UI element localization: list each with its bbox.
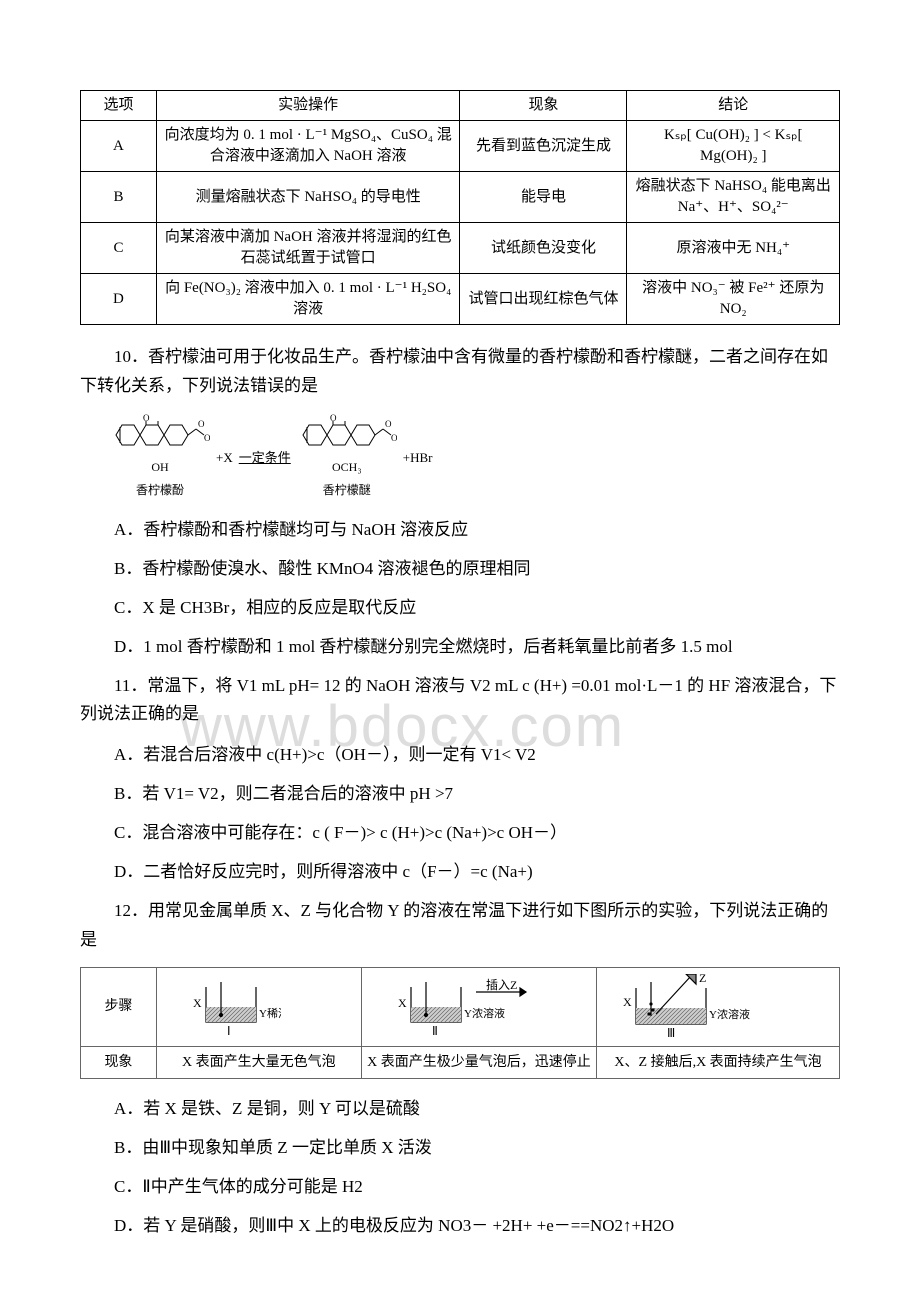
svg-text:插入Z: 插入Z (486, 978, 517, 992)
phen-3: X、Z 接触后,X 表面持续产生气泡 (597, 1046, 840, 1079)
cell-concl: 溶液中 NO₃⁻ 被 Fe²⁺ 还原为 NO₂ (627, 274, 840, 325)
substituent-left: OH (151, 457, 168, 479)
cell-op: 向浓度均为 0. 1 mol · L⁻¹ MgSO₄、CuSO₄ 混合溶液中逐滴… (156, 121, 460, 172)
svg-text:X: X (193, 996, 202, 1010)
phen-2: X 表面产生极少量气泡后，迅速停止 (361, 1046, 596, 1079)
table-header-row: 选项 实验操作 现象 结论 (81, 91, 840, 121)
content-wrapper: 选项 实验操作 现象 结论 A 向浓度均为 0. 1 mol · L⁻¹ MgS… (80, 90, 840, 1241)
col-operation: 实验操作 (156, 91, 460, 121)
experiment-table: 选项 实验操作 现象 结论 A 向浓度均为 0. 1 mol · L⁻¹ MgS… (80, 90, 840, 325)
q11-opt-b: B．若 V1= V2，则二者混合后的溶液中 pH >7 (80, 780, 840, 809)
svg-text:Ⅱ: Ⅱ (432, 1024, 438, 1037)
table-row: B 测量熔融状态下 NaHSO₄ 的导电性 能导电 熔融状态下 NaHSO₄ 能… (81, 172, 840, 223)
step-row: 步骤 X Y稀溶液 Ⅰ (81, 967, 840, 1046)
reaction-arrow: 一定条件 (239, 446, 291, 469)
svg-text:Y稀溶液: Y稀溶液 (259, 1006, 281, 1020)
q12-stem: 12．用常见金属单质 X、Z 与化合物 Y 的溶液在常温下进行如下图所示的实验，… (80, 897, 840, 955)
svg-text:X: X (623, 995, 632, 1009)
svg-text:Z: Z (699, 974, 706, 985)
q10-opt-b: B．香柠檬酚使溴水、酸性 KMnO4 溶液褪色的原理相同 (80, 555, 840, 584)
q11-opt-a: A．若混合后溶液中 c(H+)>c（OH－），则一定有 V1< V2 (80, 741, 840, 770)
step-2-cell: X Y浓溶液 插入Z Ⅱ (361, 967, 596, 1046)
cell-phen: 试纸颜色没变化 (460, 223, 627, 274)
table-row: A 向浓度均为 0. 1 mol · L⁻¹ MgSO₄、CuSO₄ 混合溶液中… (81, 121, 840, 172)
col-phenomenon: 现象 (460, 91, 627, 121)
svg-text:O: O (330, 413, 337, 423)
cell-op: 向某溶液中滴加 NaOH 溶液并将湿润的红色石蕊试纸置于试管口 (156, 223, 460, 274)
substituent-right: OCH₃ (332, 457, 362, 479)
phenomenon-row: 现象 X 表面产生大量无色气泡 X 表面产生极少量气泡后，迅速停止 X、Z 接触… (81, 1046, 840, 1079)
svg-text:O: O (204, 433, 210, 443)
q12-opt-a: A．若 X 是铁、Z 是铜，则 Y 可以是硫酸 (80, 1095, 840, 1124)
q10-opt-c: C．X 是 CH3Br，相应的反应是取代反应 (80, 594, 840, 623)
molecule-left: O O O OH 香柠檬酚 (110, 413, 210, 502)
molecule-name-left: 香柠檬酚 (136, 480, 184, 502)
q12-opt-b: B．由Ⅲ中现象知单质 Z 一定比单质 X 活泼 (80, 1134, 840, 1163)
q11-opt-c: C．混合溶液中可能存在：c ( F－)> c (H+)>c (Na+)>c OH… (80, 819, 840, 848)
svg-text:O: O (391, 433, 397, 443)
cell-opt: D (81, 274, 157, 325)
cell-phen: 能导电 (460, 172, 627, 223)
col-conclusion: 结论 (627, 91, 840, 121)
molecule-right: O O O OCH₃ 香柠檬醚 (297, 413, 397, 502)
svg-text:O: O (385, 419, 392, 429)
cell-opt: C (81, 223, 157, 274)
cell-op: 测量熔融状态下 NaHSO₄ 的导电性 (156, 172, 460, 223)
q10-opt-d: D．1 mol 香柠檬酚和 1 mol 香柠檬醚分别完全燃烧时，后者耗氧量比前者… (80, 633, 840, 662)
arrow-condition: 一定条件 (239, 446, 291, 469)
step-1-cell: X Y稀溶液 Ⅰ (156, 967, 361, 1046)
cell-concl: Kₛₚ[ Cu(OH)₂ ] < Kₛₚ[ Mg(OH)₂ ] (627, 121, 840, 172)
svg-text:Ⅰ: Ⅰ (227, 1024, 231, 1037)
molecule-name-right: 香柠檬醚 (323, 480, 371, 502)
col-option: 选项 (81, 91, 157, 121)
svg-text:X: X (398, 996, 407, 1010)
q10-opt-a: A．香柠檬酚和香柠檬醚均可与 NaOH 溶液反应 (80, 516, 840, 545)
row-label-step: 步骤 (81, 967, 157, 1046)
svg-text:Y浓溶液: Y浓溶液 (464, 1006, 505, 1020)
svg-text:O: O (198, 419, 205, 429)
cell-op: 向 Fe(NO₃)₂ 溶液中加入 0. 1 mol · L⁻¹ H₂SO₄ 溶液 (156, 274, 460, 325)
table-row: C 向某溶液中滴加 NaOH 溶液并将湿润的红色石蕊试纸置于试管口 试纸颜色没变… (81, 223, 840, 274)
q10-reaction-diagram: O O O OH 香柠檬酚 +X 一定条件 O O (110, 413, 840, 502)
table-row: D 向 Fe(NO₃)₂ 溶液中加入 0. 1 mol · L⁻¹ H₂SO₄ … (81, 274, 840, 325)
q11-opt-d: D．二者恰好反应完时，则所得溶液中 c（F－）=c (Na+) (80, 858, 840, 887)
q12-opt-d: D．若 Y 是硝酸，则Ⅲ中 X 上的电极反应为 NO3－ +2H+ +e－==N… (80, 1212, 840, 1241)
svg-text:Y浓溶液: Y浓溶液 (709, 1007, 750, 1021)
cell-concl: 熔融状态下 NaHSO₄ 能电离出 Na⁺、H⁺、SO₄²⁻ (627, 172, 840, 223)
step-3-cell: X Z Y浓溶液 Ⅲ (597, 967, 840, 1046)
q12-opt-c: C．Ⅱ中产生气体的成分可能是 H2 (80, 1173, 840, 1202)
q11-stem: 11．常温下，将 V1 mL pH= 12 的 NaOH 溶液与 V2 mL c… (80, 672, 840, 730)
product-hbr: +HBr (403, 446, 433, 469)
cell-opt: A (81, 121, 157, 172)
q10-stem: 10．香柠檬油可用于化妆品生产。香柠檬油中含有微量的香柠檬酚和香柠檬醚，二者之间… (80, 343, 840, 401)
q12-experiment-table: 步骤 X Y稀溶液 Ⅰ (80, 967, 840, 1080)
cell-phen: 先看到蓝色沉淀生成 (460, 121, 627, 172)
cell-phen: 试管口出现红棕色气体 (460, 274, 627, 325)
svg-text:O: O (143, 413, 150, 423)
cell-concl: 原溶液中无 NH₄⁺ (627, 223, 840, 274)
svg-text:Ⅲ: Ⅲ (667, 1026, 675, 1040)
reagent-x: +X (216, 446, 233, 469)
phen-1: X 表面产生大量无色气泡 (156, 1046, 361, 1079)
row-label-phen: 现象 (81, 1046, 157, 1079)
cell-opt: B (81, 172, 157, 223)
